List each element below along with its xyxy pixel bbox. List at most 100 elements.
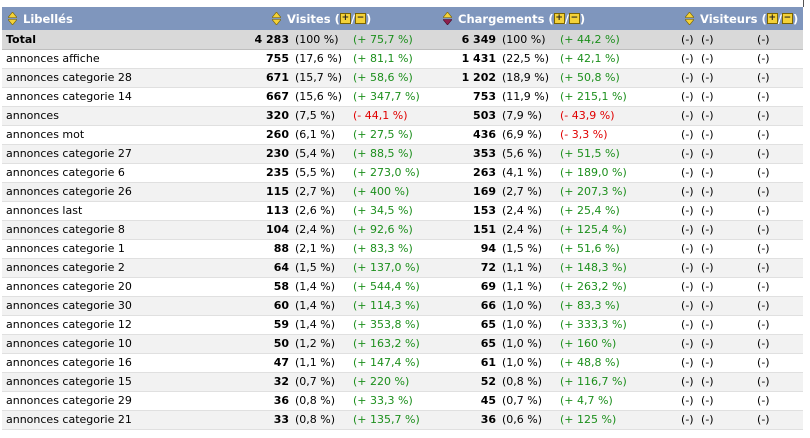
table-row[interactable]: annonces categorie 16 47 (1,1 %) (+ 147,4 %… [2,353,804,373]
loads-percent: (18,9 %) [500,68,559,88]
col-header-loads[interactable]: Chargements ( + / − ) [437,7,679,30]
visits-value: 115 [207,182,293,202]
loads-percent: (1,0 %) [500,315,559,335]
visitors-trend: (-) [755,220,804,240]
visitors-trend: (-) [755,163,804,183]
loads-trend: (+ 333,3 %) [558,315,680,335]
col-header-loads-text: Chargements [458,11,545,26]
row-label: Total [2,30,207,50]
table-row[interactable]: annonces categorie 15 32 (0,7 %) (+ 220 %) 5… [2,372,804,392]
loads-percent: (6,9 %) [500,125,559,145]
visitors-trend: (-) [755,410,804,430]
loads-value: 436 [437,125,501,145]
table-row[interactable]: annonces categorie 2 64 (1,5 %) (+ 137,0 %)… [2,258,804,278]
visitors-percent: (-) [699,353,756,373]
loads-trend: (+ 83,3 %) [558,296,680,316]
visitors-percent: (-) [699,125,756,145]
table-row[interactable]: annonces categorie 26 115 (2,7 %) (+ 400 %)… [2,182,804,202]
loads-value: 66 [437,296,501,316]
visits-value: 230 [207,144,293,164]
visits-value: 36 [207,391,293,411]
plus-icon[interactable]: + [766,13,778,24]
visitors-trend: (-) [755,182,804,202]
visits-percent: (2,1 %) [293,239,351,259]
table-row[interactable]: annonces categorie 12 59 (1,4 %) (+ 353,8 %… [2,315,804,335]
visits-percent: (17,6 %) [293,49,351,69]
minus-icon[interactable]: − [781,13,793,24]
sort-updown-icon[interactable] [272,12,281,25]
visitors-value: (-) [679,353,700,373]
loads-plus-minus[interactable]: ( + / − ) [548,11,586,26]
col-header-visitors[interactable]: Visiteurs ( + / − ) [679,7,803,30]
loads-percent: (2,7 %) [500,182,559,202]
loads-value: 94 [437,239,501,259]
table-row[interactable]: annonces categorie 28 671 (15,7 %) (+ 58,6 … [2,68,804,88]
visits-trend: (+ 347,7 %) [351,87,438,107]
table-row[interactable]: annonces last 113 (2,6 %) (+ 34,5 %) 153 (2,4… [2,201,804,221]
loads-percent: (0,6 %) [500,410,559,430]
visitors-percent: (-) [699,372,756,392]
visitors-trend: (-) [755,125,804,145]
loads-percent: (1,1 %) [500,277,559,297]
table-row[interactable]: annonces affiche 755 (17,6 %) (+ 81,1 %) 1 4… [2,49,804,69]
visitors-plus-minus[interactable]: ( + / − ) [761,11,799,26]
row-label: annonces categorie 1 [2,239,207,259]
loads-percent: (2,4 %) [500,201,559,221]
table-row[interactable]: annonces categorie 14 667 (15,6 %) (+ 347,7… [2,87,804,107]
visits-plus-minus[interactable]: ( + / − ) [334,11,372,26]
visitors-value: (-) [679,334,700,354]
visitors-trend: (-) [755,68,804,88]
visitors-trend: (-) [755,315,804,335]
minus-icon[interactable]: − [568,13,580,24]
plus-icon[interactable]: + [339,13,351,24]
loads-percent: (4,1 %) [500,163,559,183]
table-row[interactable]: annonces categorie 20 58 (1,4 %) (+ 544,4 %… [2,277,804,297]
table-row[interactable]: annonces categorie 29 36 (0,8 %) (+ 33,3 %)… [2,391,804,411]
sort-updown-icon[interactable] [8,12,17,25]
row-label: annonces categorie 10 [2,334,207,354]
table-row[interactable]: annonces mot 260 (6,1 %) (+ 27,5 %) 436 (6,9 … [2,125,804,145]
loads-percent: (1,0 %) [500,296,559,316]
visits-percent: (15,6 %) [293,87,351,107]
table-row[interactable]: annonces categorie 27 230 (5,4 %) (+ 88,5 %… [2,144,804,164]
visits-value: 671 [207,68,293,88]
loads-value: 45 [437,391,501,411]
loads-value: 151 [437,220,501,240]
col-header-visits[interactable]: Visites ( + / − ) [207,7,437,30]
table-row[interactable]: annonces categorie 6 235 (5,5 %) (+ 273,0 %… [2,163,804,183]
col-header-labels[interactable]: Libellés [2,7,207,30]
loads-trend: (+ 44,2 %) [558,30,680,50]
row-label: annonces categorie 26 [2,182,207,202]
visitors-trend: (-) [755,49,804,69]
visitors-percent: (-) [699,220,756,240]
visitors-value: (-) [679,391,700,411]
table-row-total[interactable]: Total 4 283 (100 %) (+ 75,7 %) 6 349 (100 %)(… [2,30,804,50]
loads-trend: (+ 50,8 %) [558,68,680,88]
table-row[interactable]: annonces categorie 21 33 (0,8 %) (+ 135,7 %… [2,410,804,430]
visitors-percent: (-) [699,182,756,202]
visits-percent: (2,6 %) [293,201,351,221]
minus-icon[interactable]: − [355,13,367,24]
visitors-trend: (-) [755,201,804,221]
visitors-trend: (-) [755,239,804,259]
row-label: annonces affiche [2,49,207,69]
loads-value: 753 [437,87,501,107]
visits-trend: (+ 27,5 %) [351,125,438,145]
loads-trend: (+ 215,1 %) [558,87,680,107]
table-row[interactable]: annonces categorie 30 60 (1,4 %) (+ 114,3 %… [2,296,804,316]
visits-trend: (+ 544,4 %) [351,277,438,297]
visitors-value: (-) [679,258,700,278]
visits-value: 88 [207,239,293,259]
visits-value: 104 [207,220,293,240]
sort-desc-active-icon[interactable] [443,12,453,25]
plus-icon[interactable]: + [553,13,565,24]
table-row[interactable]: annonces categorie 8 104 (2,4 %) (+ 92,6 %)… [2,220,804,240]
visitors-percent: (-) [699,30,756,50]
table-row[interactable]: annonces 320 (7,5 %) (- 44,1 %) 503 (7,9 %) (-… [2,106,804,126]
visitors-percent: (-) [699,201,756,221]
table-row[interactable]: annonces categorie 10 50 (1,2 %) (+ 163,2 %… [2,334,804,354]
loads-value: 6 349 [437,30,501,50]
sort-updown-icon[interactable] [685,12,695,25]
row-label: annonces categorie 12 [2,315,207,335]
table-row[interactable]: annonces categorie 1 88 (2,1 %) (+ 83,3 %) 9… [2,239,804,259]
